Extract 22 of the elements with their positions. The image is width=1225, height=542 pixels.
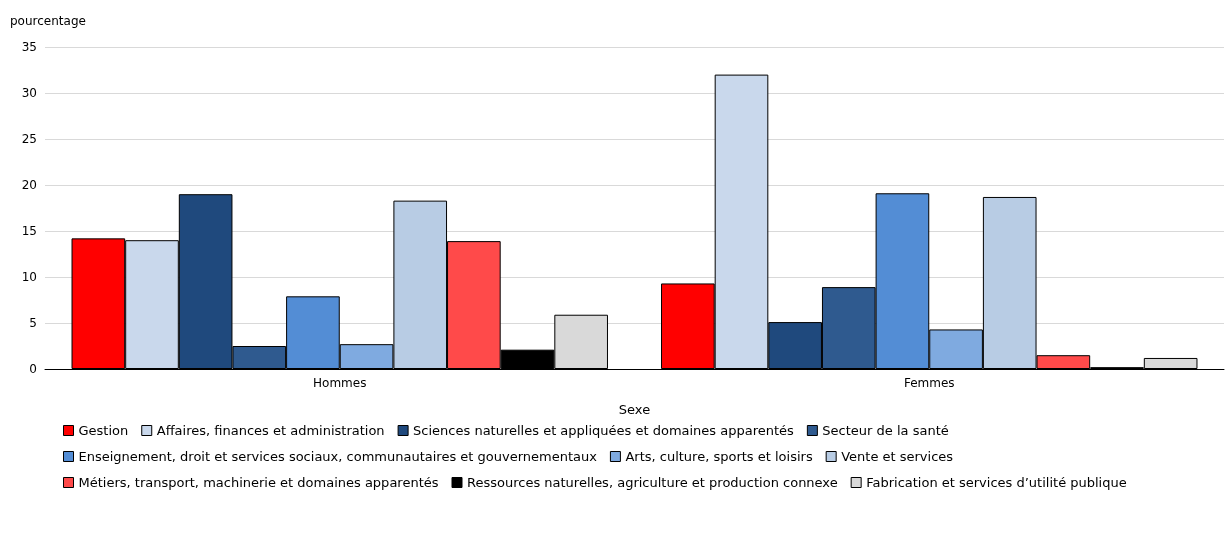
legend-label: Enseignement, droit et services sociaux, communautaires et gouvernementaux <box>78 449 598 464</box>
legend-label: Secteur de la santé <box>822 423 949 438</box>
legend-label: Vente et services <box>841 449 954 464</box>
legend-label: Métiers, transport, machinerie et domaines apparentés <box>78 475 439 490</box>
x-axis-title: Sexe <box>618 402 651 417</box>
y-tick-label: 30 <box>21 86 37 100</box>
legend-label: Gestion <box>78 423 129 438</box>
legend-label: Arts, culture, sports et loisirs <box>625 449 813 464</box>
y-tick-label: 25 <box>21 132 37 146</box>
x-tick-label: Hommes <box>313 376 367 390</box>
y-tick-label: 20 <box>21 178 37 192</box>
y-axis-title: pourcentage <box>10 14 86 28</box>
y-tick-label: 5 <box>29 316 37 330</box>
x-tick-label: Femmes <box>903 376 955 390</box>
y-tick-label: 35 <box>21 40 37 54</box>
y-tick-label: 15 <box>21 224 37 238</box>
legend-label: Fabrication et services d’utilité publique <box>866 475 1127 490</box>
legend-label: Sciences naturelles et appliquées et domaines apparentés <box>413 423 795 438</box>
y-tick-label: 0 <box>29 362 37 376</box>
y-tick-label: 10 <box>21 270 37 284</box>
legend-label: Affaires, finances et administration <box>156 423 385 438</box>
legend-label: Ressources naturelles, agriculture et production connexe <box>467 475 838 490</box>
